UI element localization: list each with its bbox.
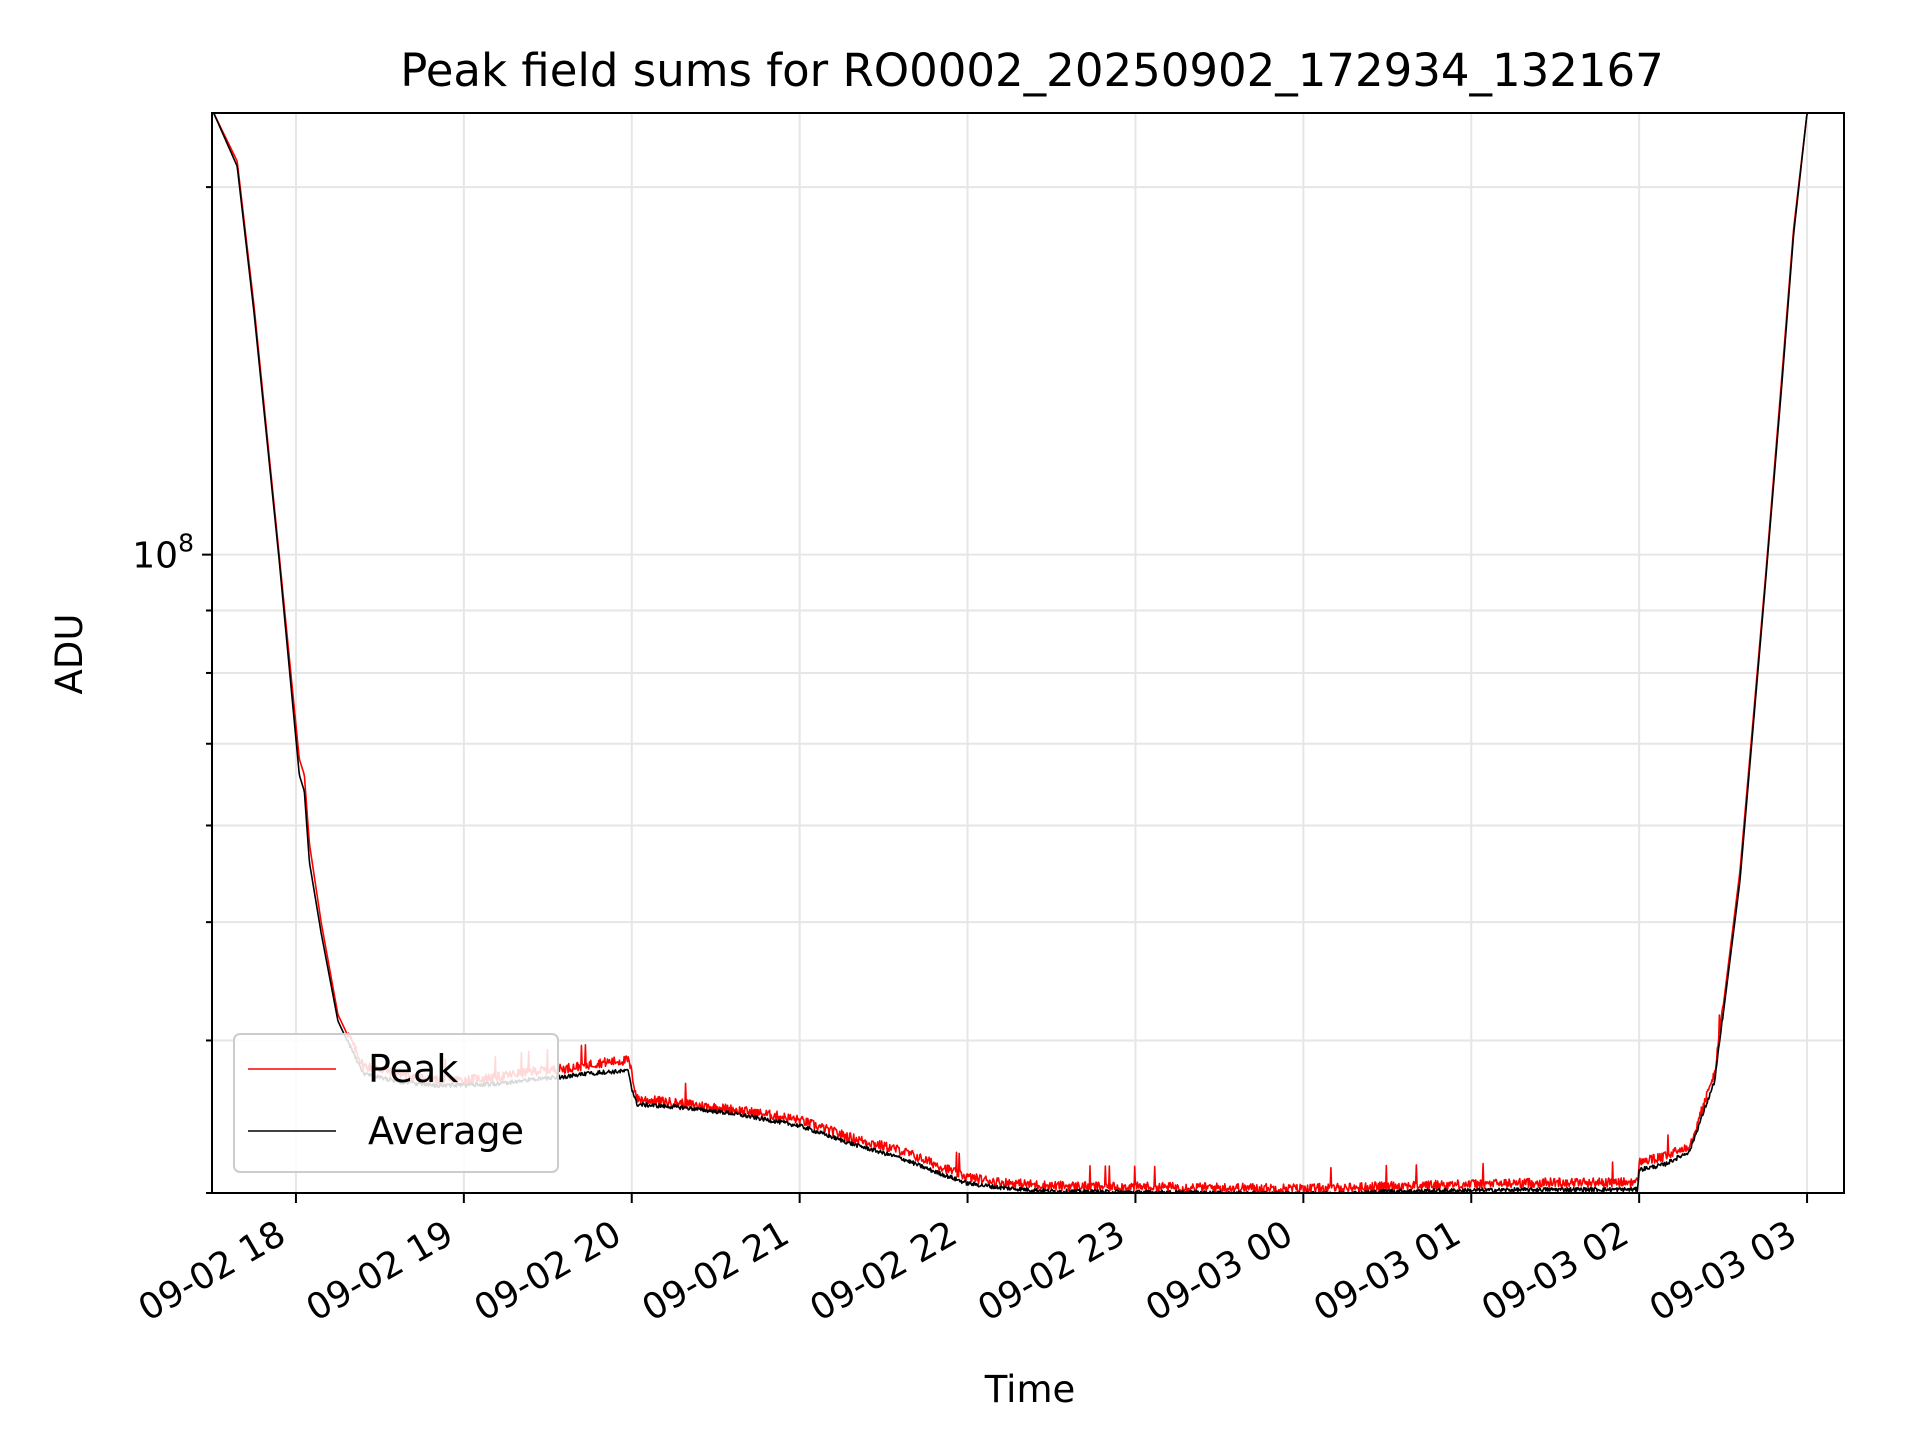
y-axis-ticks: 108 <box>132 186 212 1194</box>
y-tick-label: 108 <box>132 529 194 577</box>
legend-peak-label: Peak <box>368 1047 458 1091</box>
legend: Peak Average <box>233 1033 559 1173</box>
chart-title: Peak field sums for RO0002_20250902_1729… <box>400 44 1664 97</box>
y-axis-label: ADU <box>48 614 91 695</box>
legend-average-label: Average <box>368 1109 524 1153</box>
grid-layer <box>212 113 1844 1194</box>
x-axis-label: Time <box>984 1368 1076 1411</box>
plot-frame <box>211 112 1845 1194</box>
